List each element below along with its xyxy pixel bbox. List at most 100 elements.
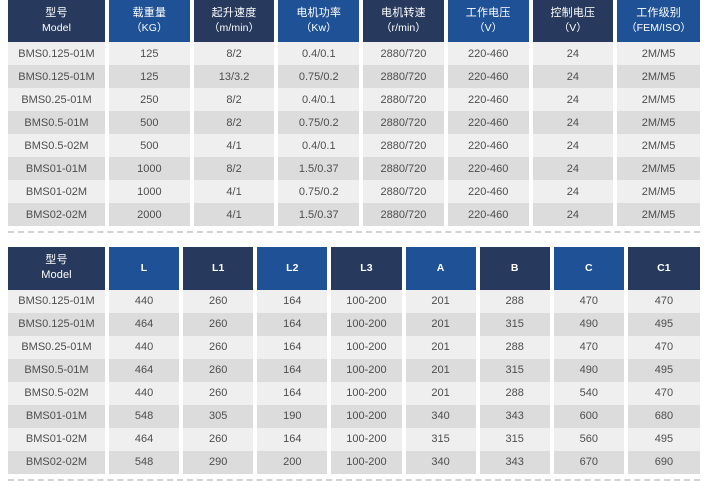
model-cell: BMS0.125-01M [8,289,107,313]
value-cell: 495 [625,312,700,336]
value-cell: 201 [403,312,478,336]
value-cell: 315 [403,427,478,451]
column-header-en: Model [41,21,72,34]
value-cell: 288 [477,335,552,359]
value-cell: 315 [477,312,552,336]
specifications-table: 型号 Model 载重量 （KG） 起升速度 （m/min） 电机功率 （Kw） 电机转速 （r/… [8,0,700,227]
model-cell: BMS01-02M [8,427,107,451]
value-cell: 220-460 [445,180,531,204]
column-header-en: （V） [558,21,588,34]
value-cell: 2880/720 [361,111,446,135]
column-header-cn: 工作级别 [636,7,682,19]
value-cell: 548 [107,450,182,474]
table-row: BMS0.125-01M 440 260 164 100-200 201 288 470 470 [8,289,700,313]
value-cell: 0.4/0.1 [276,134,362,158]
value-cell: 260 [181,358,256,382]
value-cell: 305 [181,404,256,428]
column-header-v: 工作电压 （V） [445,0,531,43]
column-header-fem-iso: 工作级别 （FEM/ISO） [615,0,700,43]
spec-sheet-page: 型号 Model 载重量 （KG） 起升速度 （m/min） 电机功率 （Kw） 电机转速 （r/… [8,0,700,481]
value-cell: 13/3.2 [191,65,277,89]
value-cell: 100-200 [329,381,404,405]
model-cell: BMS0.25-01M [8,88,107,112]
value-cell: 2M/M5 [615,157,700,181]
specifications-table-body: BMS0.125-01M 125 8/2 0.4/0.1 2880/720 220-460… [8,42,700,227]
value-cell: 670 [551,450,626,474]
value-cell: 440 [107,381,182,405]
value-cell: 24 [530,203,616,227]
column-header-cn: 载重量 [132,7,167,19]
column-header-l1: L1 [181,247,256,290]
value-cell: 100-200 [329,358,404,382]
dimensions-table-body: BMS0.125-01M 440 260 164 100-200 201 288 470 470… [8,289,700,474]
value-cell: 490 [551,358,626,382]
dimensions-table: 型号 Model L L1 L2 L3 A B C C1 BMS0.125-01M 440 260 16… [8,247,700,474]
value-cell: 2000 [107,203,192,227]
table-row: BMS0.5-01M 464 260 164 100-200 201 315 490 495 [8,358,700,382]
value-cell: 260 [181,335,256,359]
value-cell: 220-460 [445,88,531,112]
value-cell: 24 [530,134,616,158]
table-row: BMS0.5-02M 440 260 164 100-200 201 288 540 470 [8,381,700,405]
value-cell: 220-460 [445,134,531,158]
column-header-en: （Kw） [300,21,337,34]
value-cell: 24 [530,180,616,204]
value-cell: 288 [477,381,552,405]
specifications-table-header: 型号 Model 载重量 （KG） 起升速度 （m/min） 电机功率 （Kw） 电机转速 （r/… [8,0,700,43]
column-header-l: L [107,247,182,290]
value-cell: 1000 [107,157,192,181]
value-cell: 2880/720 [361,203,446,227]
value-cell: 260 [181,312,256,336]
column-header-cn: 型号 [45,7,68,19]
header-row: 型号 Model 载重量 （KG） 起升速度 （m/min） 电机功率 （Kw） 电机转速 （r/… [8,0,700,43]
value-cell: 0.75/0.2 [276,111,362,135]
value-cell: 1.5/0.37 [276,157,362,181]
value-cell: 2M/M5 [615,42,700,66]
table-row: BMS0.25-01M 250 8/2 0.4/0.1 2880/720 220-460 2… [8,88,700,112]
value-cell: 680 [625,404,700,428]
table-row: BMS0.5-02M 500 4/1 0.4/0.1 2880/720 220-460 24… [8,134,700,158]
value-cell: 464 [107,427,182,451]
value-cell: 8/2 [191,88,277,112]
table-row: BMS0.125-01M 125 8/2 0.4/0.1 2880/720 220-460… [8,42,700,66]
value-cell: 2880/720 [361,42,446,66]
value-cell: 2880/720 [361,65,446,89]
value-cell: 8/2 [191,157,277,181]
value-cell: 164 [255,312,330,336]
dimensions-table-header: 型号 Model L L1 L2 L3 A B C C1 [8,247,700,290]
column-header-cn: 控制电压 [550,7,596,19]
column-header-en: （m/min） [208,21,260,34]
model-cell: BMS01-01M [8,404,107,428]
column-header-en: （r/min） [380,21,426,34]
value-cell: 220-460 [445,111,531,135]
column-header-en: C [584,261,593,274]
column-header-cn: 电机功率 [296,7,342,19]
value-cell: 2880/720 [361,88,446,112]
value-cell: 464 [107,312,182,336]
value-cell: 470 [551,335,626,359]
value-cell: 0.75/0.2 [276,65,362,89]
value-cell: 24 [530,157,616,181]
column-header-l2: L2 [255,247,330,290]
table-divider-2 [8,478,700,481]
value-cell: 500 [107,134,192,158]
column-header-en: C1 [657,261,671,274]
value-cell: 0.75/0.2 [276,180,362,204]
value-cell: 2M/M5 [615,111,700,135]
value-cell: 1.5/0.37 [276,203,362,227]
value-cell: 100-200 [329,335,404,359]
table-row: BMS01-01M 548 305 190 100-200 340 343 600 680 [8,404,700,428]
value-cell: 560 [551,427,626,451]
value-cell: 470 [625,335,700,359]
table-spacer [8,233,700,247]
value-cell: 440 [107,335,182,359]
value-cell: 100-200 [329,427,404,451]
value-cell: 470 [625,381,700,405]
value-cell: 201 [403,335,478,359]
column-header-en: （FEM/ISO） [626,21,692,34]
column-header-en: L1 [211,261,225,274]
value-cell: 8/2 [191,111,277,135]
value-cell: 220-460 [445,42,531,66]
model-cell: BMS0.125-01M [8,42,107,66]
value-cell: 1000 [107,180,192,204]
